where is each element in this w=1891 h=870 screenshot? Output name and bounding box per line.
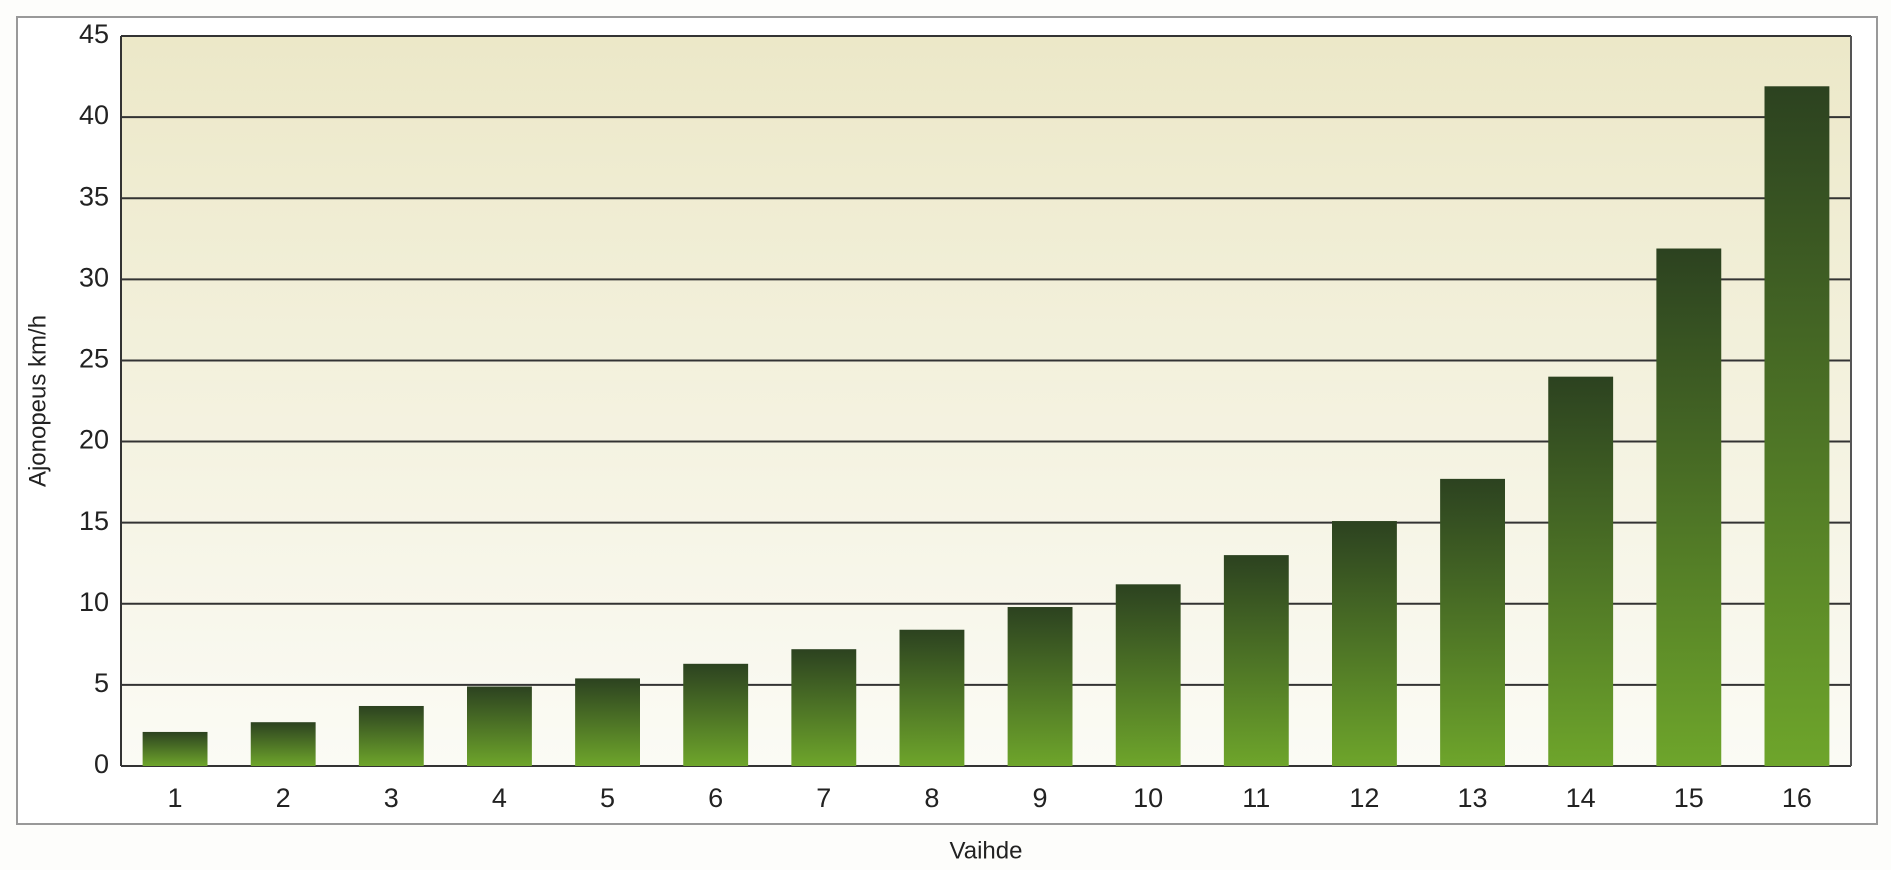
y-tick-label: 0 bbox=[94, 749, 109, 779]
bar bbox=[1656, 248, 1722, 766]
bar bbox=[467, 686, 532, 766]
x-tick-label: 8 bbox=[924, 783, 939, 813]
bar bbox=[1223, 555, 1289, 766]
x-tick-label: 10 bbox=[1133, 783, 1163, 813]
bar bbox=[1764, 86, 1830, 767]
bar bbox=[1332, 521, 1397, 766]
bar bbox=[1115, 584, 1181, 766]
x-tick-label: 12 bbox=[1349, 783, 1379, 813]
bar bbox=[250, 722, 316, 766]
x-tick-label: 13 bbox=[1458, 783, 1488, 813]
x-tick-label: 11 bbox=[1242, 783, 1270, 813]
x-tick-label: 15 bbox=[1674, 783, 1704, 813]
x-tick-label: 5 bbox=[600, 783, 615, 813]
x-tick-label: 4 bbox=[492, 783, 507, 813]
y-tick-label: 35 bbox=[79, 181, 109, 211]
x-tick-label: 6 bbox=[708, 783, 723, 813]
bar bbox=[358, 705, 424, 766]
x-axis-label: Vaihde bbox=[950, 837, 1023, 864]
bar bbox=[899, 629, 965, 766]
bar bbox=[142, 731, 208, 766]
bar bbox=[1548, 376, 1614, 766]
y-tick-label: 40 bbox=[79, 100, 109, 130]
x-tick-label: 9 bbox=[1033, 783, 1048, 813]
bar bbox=[791, 649, 857, 766]
bar bbox=[683, 663, 749, 766]
x-tick-label: 1 bbox=[168, 783, 183, 813]
x-tick-label: 2 bbox=[276, 783, 291, 813]
y-tick-label: 5 bbox=[94, 668, 109, 698]
y-tick-label: 25 bbox=[79, 344, 109, 374]
y-tick-label: 30 bbox=[79, 262, 109, 292]
x-tick-label: 16 bbox=[1782, 783, 1812, 813]
y-tick-label: 20 bbox=[79, 425, 109, 455]
x-tick-label: 14 bbox=[1566, 783, 1596, 813]
y-tick-label: 10 bbox=[79, 587, 109, 617]
bar bbox=[1007, 607, 1073, 766]
x-tick-label: 3 bbox=[384, 783, 399, 813]
x-tick-label: 7 bbox=[816, 783, 831, 813]
y-tick-label: 45 bbox=[79, 19, 109, 49]
bar bbox=[575, 678, 640, 766]
y-tick-label: 15 bbox=[79, 506, 109, 536]
bar bbox=[1440, 478, 1505, 766]
y-axis-label: Ajonopeus km/h bbox=[24, 315, 51, 487]
